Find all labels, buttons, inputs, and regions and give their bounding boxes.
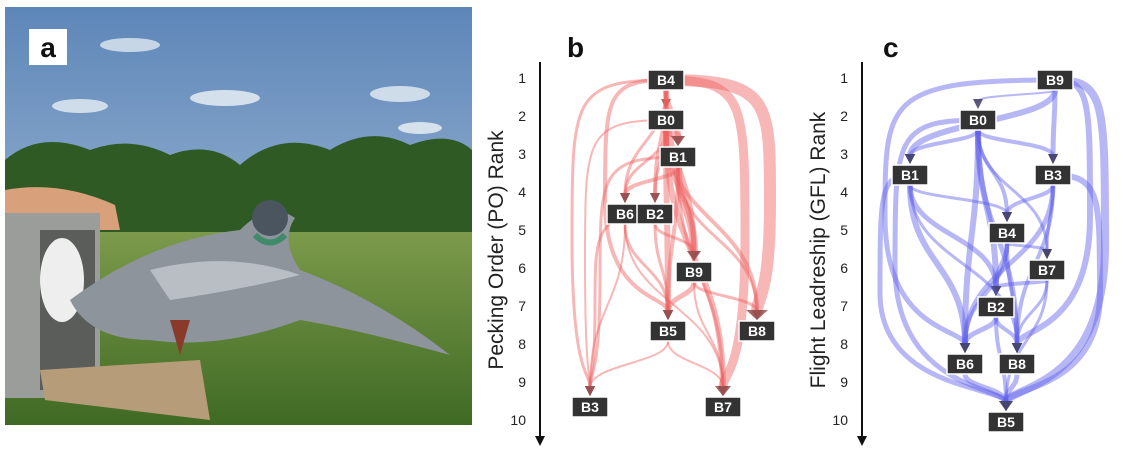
node: B8 (739, 321, 775, 341)
node-label: B4 (998, 225, 1016, 241)
tick-label: 7 (518, 298, 526, 314)
tick-label: 3 (840, 146, 848, 162)
panel-label: b (567, 32, 584, 63)
tick-label: 4 (840, 184, 848, 200)
node: B8 (999, 354, 1035, 374)
tick-label: 5 (840, 222, 848, 238)
arrowhead (960, 343, 970, 353)
node-label: B3 (581, 399, 599, 415)
node: B9 (1037, 70, 1073, 90)
arrowhead (1042, 249, 1052, 259)
node-label: B5 (659, 323, 677, 339)
node-label: B8 (748, 323, 766, 339)
node-label: B3 (1044, 167, 1062, 183)
tick-label: 10 (832, 412, 848, 428)
arrowhead (650, 193, 660, 203)
node-label: B1 (901, 167, 919, 183)
node-label: B6 (616, 206, 634, 222)
node: B0 (960, 110, 996, 130)
node: B3 (1035, 165, 1071, 185)
node: B2 (637, 204, 673, 224)
edge (910, 185, 1007, 214)
node: B4 (648, 70, 684, 90)
tick-label: 1 (518, 70, 526, 86)
panel-b: b 1 2 3 4 5 6 7 8 9 10 Pecking Order (PO) Rank B4 B0 B… (485, 32, 775, 446)
node-label: B1 (669, 149, 687, 165)
node-label: B7 (1038, 262, 1056, 278)
node: B3 (572, 397, 608, 417)
node-label: B7 (714, 399, 732, 415)
axis-label: Pecking Order (PO) Rank (485, 130, 508, 370)
edge (590, 341, 668, 388)
node-label: B0 (657, 112, 675, 128)
tick-label: 5 (518, 222, 526, 238)
tick-label: 7 (840, 298, 848, 314)
tick-label: 4 (518, 184, 526, 200)
node-label: B8 (1008, 356, 1026, 372)
arrowhead (1048, 154, 1058, 164)
tick-label: 2 (518, 108, 526, 124)
tick-label: 9 (518, 374, 526, 390)
figure: a b 1 2 3 4 5 6 7 8 9 10 Pecking Order (PO) Rank B4 B… (0, 0, 1123, 464)
axis-arrow (857, 436, 867, 446)
tick-label: 9 (840, 374, 848, 390)
panel-label: c (883, 32, 899, 63)
tick-label: 2 (840, 108, 848, 124)
node-label: B9 (685, 264, 703, 280)
node-label: B9 (1046, 72, 1064, 88)
tick-label: 8 (840, 336, 848, 352)
node: B1 (892, 165, 928, 185)
arrowhead (585, 386, 595, 396)
arrowhead (973, 99, 983, 109)
node-label: B5 (997, 414, 1015, 430)
node: B2 (978, 297, 1014, 317)
axis-label: Flight Leadreship (GFL) Rank (807, 111, 830, 388)
edge (978, 90, 1055, 101)
node: B1 (660, 147, 696, 167)
arrowhead (620, 193, 630, 203)
edge (978, 130, 1053, 156)
axis-arrow (535, 436, 545, 446)
node-label: B4 (657, 72, 675, 88)
node-label: B6 (956, 356, 974, 372)
tick-label: 10 (510, 412, 526, 428)
arrowhead (1002, 212, 1012, 222)
node: B7 (705, 397, 741, 417)
photo (5, 7, 472, 425)
node-label: B0 (969, 112, 987, 128)
node: B9 (676, 262, 712, 282)
edge (668, 282, 694, 312)
arrowhead (905, 154, 915, 164)
node: B6 (947, 354, 983, 374)
tick-label: 1 (840, 70, 848, 86)
node: B5 (988, 412, 1024, 432)
node-label: B2 (646, 206, 664, 222)
tick-label: 6 (840, 260, 848, 276)
tick-label: 6 (518, 260, 526, 276)
edge (996, 280, 1047, 288)
node: B0 (648, 110, 684, 130)
node: B4 (989, 223, 1025, 243)
node: B7 (1029, 260, 1065, 280)
panel-label: a (40, 32, 56, 63)
tick-label: 8 (518, 336, 526, 352)
node: B5 (650, 321, 686, 341)
panel-c: c 1 2 3 4 5 6 7 8 9 10 Flight Leadreship (GFL) Rank… (807, 32, 1105, 446)
edge (625, 224, 723, 388)
tick-label: 3 (518, 146, 526, 162)
arrowhead (663, 310, 673, 320)
node-label: B2 (987, 299, 1005, 315)
